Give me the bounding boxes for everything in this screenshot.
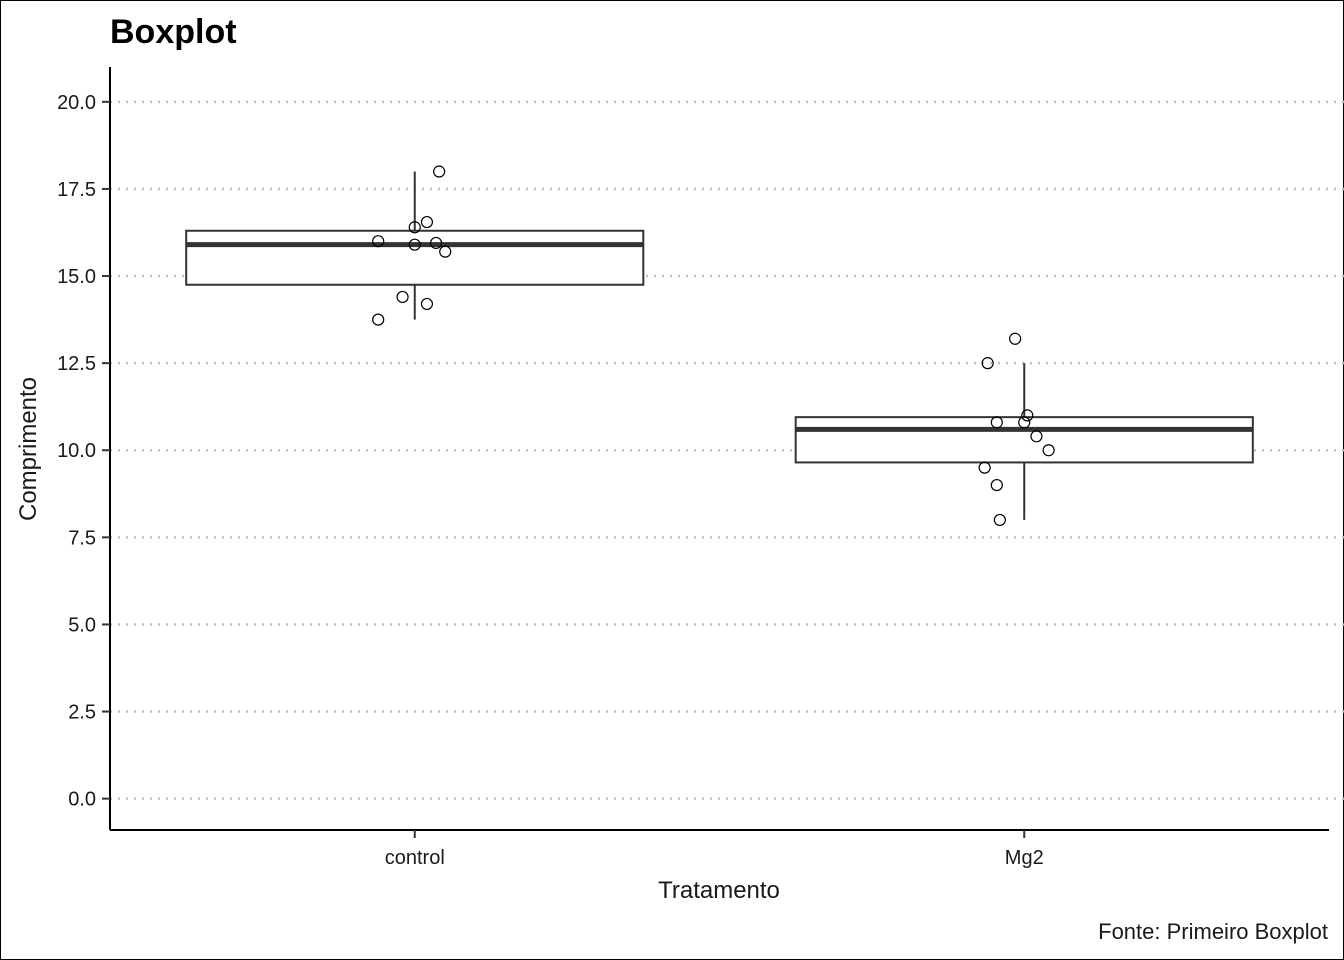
y-tick-label: 7.5 [68, 527, 96, 549]
data-point [433, 165, 446, 178]
data-point [978, 461, 991, 474]
data-point [1030, 430, 1043, 443]
data-point [1009, 332, 1022, 345]
y-tick-label: 0.0 [68, 789, 96, 811]
data-point [372, 235, 385, 248]
x-ticks: control Mg2 [385, 830, 1044, 869]
boxplots [185, 171, 1254, 520]
data-point [439, 245, 452, 258]
data-point [396, 290, 409, 304]
y-tick-label: 2.5 [68, 702, 96, 724]
x-axis-title: Tratamento [658, 877, 780, 904]
gridlines [110, 100, 1344, 800]
y-ticks: 0.0 2.5 5.0 7.5 10.0 12.5 15.0 17.5 20.0 [57, 92, 110, 811]
data-point [1042, 444, 1055, 457]
y-tick-label: 15.0 [57, 266, 96, 288]
axes [109, 67, 1329, 831]
data-point [408, 238, 421, 251]
y-axis-title: Comprimento [15, 377, 42, 521]
data-point [420, 215, 434, 229]
data-point [981, 357, 994, 370]
y-tick-label: 12.5 [57, 353, 96, 375]
data-point [429, 236, 443, 250]
data-point [408, 221, 421, 234]
box [794, 416, 1254, 464]
chart-caption: Fonte: Primeiro Boxplot [1098, 919, 1328, 944]
chart-title: Boxplot [110, 13, 237, 51]
data-point [993, 513, 1006, 527]
y-tick-label: 17.5 [57, 179, 96, 201]
y-tick-label: 10.0 [57, 440, 96, 462]
data-point [420, 297, 434, 311]
data-point [372, 313, 385, 326]
data-point [990, 478, 1003, 492]
y-tick-label: 5.0 [68, 614, 96, 636]
x-tick-label: Mg2 [1005, 847, 1044, 869]
data-point [990, 416, 1003, 429]
y-tick-label: 20.0 [57, 92, 96, 114]
box [185, 229, 645, 286]
data-point [1021, 409, 1034, 422]
data-point [1018, 416, 1031, 429]
data-points [372, 165, 1055, 527]
x-tick-label: control [385, 847, 445, 869]
